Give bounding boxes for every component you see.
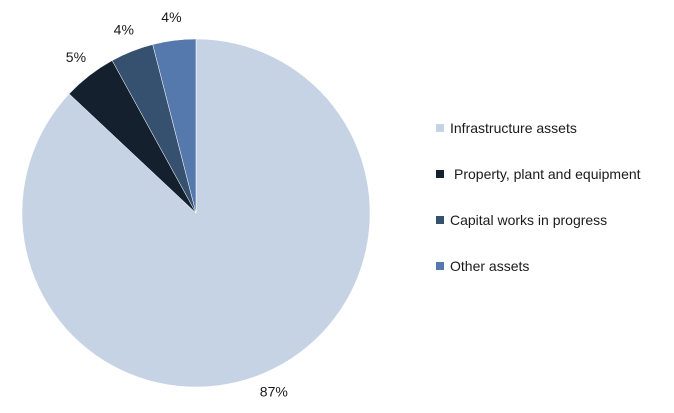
legend-item-other-assets: Other assets [436, 256, 672, 276]
data-label-other-assets: 4% [161, 9, 181, 25]
data-label-property-plant-and-equipment: 5% [66, 49, 86, 65]
legend: Infrastructure assets Property, plant an… [436, 118, 672, 302]
legend-item-capital-works-in-progress: Capital works in progress [436, 210, 672, 230]
legend-swatch-capital-works-in-progress [436, 216, 444, 224]
legend-swatch-infrastructure-assets [436, 124, 444, 132]
pie-slice-other-assets [152, 38, 197, 214]
legend-item-infrastructure-assets: Infrastructure assets [436, 118, 672, 138]
data-label-infrastructure-assets: 87% [260, 384, 288, 400]
data-label-capital-works-in-progress: 4% [114, 22, 134, 38]
legend-label-property-plant-equipment: Property, plant and equipment [454, 166, 641, 182]
legend-label-capital-works-in-progress: Capital works in progress [450, 212, 608, 228]
legend-swatch-other-assets [436, 262, 444, 270]
legend-item-property-plant-equipment: Property, plant and equipment [436, 164, 672, 184]
legend-label-infrastructure-assets: Infrastructure assets [450, 120, 577, 136]
legend-label-other-assets: Other assets [450, 258, 530, 274]
legend-swatch-property-plant-equipment [436, 170, 444, 178]
